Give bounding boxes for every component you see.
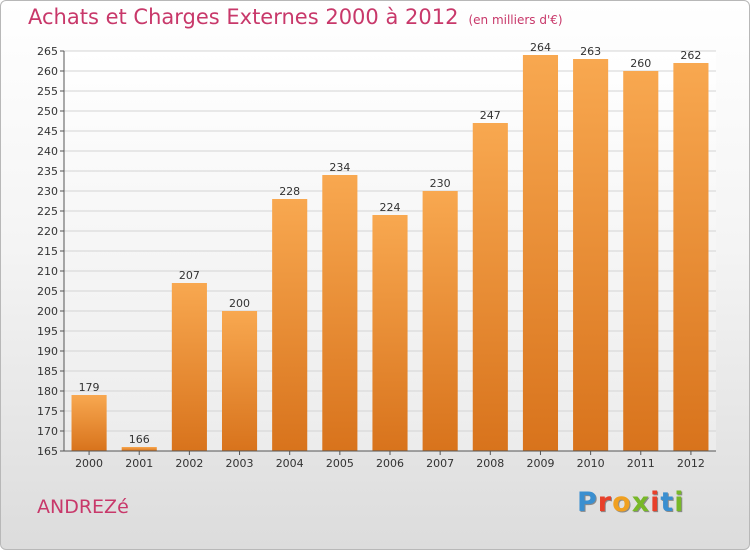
x-tick-label-2008: 2008 [476,457,504,470]
y-tick-label: 260 [37,65,58,78]
x-tick-label-2010: 2010 [577,457,605,470]
chart-title: Achats et Charges Externes 2000 à 2012 (e… [28,5,563,29]
y-tick-label: 185 [37,365,58,378]
data-label-2010: 263 [580,45,601,58]
y-tick-label: 265 [37,45,58,58]
y-tick-label: 205 [37,285,58,298]
bar-2002 [171,283,207,451]
bar-2012 [673,63,709,451]
x-tick-label-2011: 2011 [627,457,655,470]
data-labels: 179 166 207 200 228 234 224 230 247 264 263 260 262 [79,41,702,446]
x-tick-label-2007: 2007 [426,457,454,470]
bars [71,55,709,451]
x-tick-label-2012: 2012 [677,457,705,470]
chart-title-text: Achats et Charges Externes 2000 à 2012 [28,5,459,29]
y-tick-label: 165 [37,445,58,458]
x-axis-ticks: 2000 2001 2002 2003 2004 2005 2006 2007 2008 2009… [75,451,705,470]
x-tick-label-2000: 2000 [75,457,103,470]
y-tick-label: 215 [37,245,58,258]
y-tick-label: 235 [37,165,58,178]
y-tick-label: 255 [37,85,58,98]
x-tick-label-2002: 2002 [175,457,203,470]
data-label-2004: 228 [279,185,300,198]
y-tick-label: 230 [37,185,58,198]
place-name: ANDREZé [37,496,129,518]
data-label-2008: 247 [480,109,501,122]
data-label-2000: 179 [79,381,100,394]
logo-letter: P [577,487,598,518]
logo-letter: t [660,487,675,518]
y-tick-label: 180 [37,385,58,398]
y-tick-label: 200 [37,305,58,318]
data-label-2001: 166 [129,433,150,446]
data-label-2002: 207 [179,269,200,282]
x-tick-label-2005: 2005 [326,457,354,470]
y-tick-label: 245 [37,125,58,138]
y-tick-label: 225 [37,205,58,218]
bar-2000 [71,395,107,451]
data-label-2003: 200 [229,297,250,310]
data-label-2005: 234 [329,161,350,174]
data-label-2012: 262 [680,49,701,62]
x-tick-label-2004: 2004 [276,457,304,470]
y-axis-ticks: 165 170 175 180 185 190 195 200 205 210 215 220 225 2… [37,45,64,458]
bar-2004 [272,199,308,451]
logo-letter: x [631,487,651,518]
data-label-2006: 224 [380,201,401,214]
bar-2006 [372,215,408,451]
x-tick-label-2009: 2009 [526,457,554,470]
data-label-2007: 230 [430,177,451,190]
x-tick-label-2006: 2006 [376,457,404,470]
bar-2007 [422,191,458,451]
logo-letter: i [650,487,661,518]
bar-2003 [221,311,258,451]
y-tick-label: 170 [37,425,58,438]
logo-letter: i [674,487,685,518]
bar-2011 [623,71,659,451]
bar-2001 [121,447,157,451]
y-tick-label: 175 [37,405,58,418]
bar-2008 [472,123,508,451]
data-label-2009: 264 [530,41,551,54]
y-tick-label: 220 [37,225,58,238]
y-tick-label: 190 [37,345,58,358]
bar-2005 [322,175,358,451]
y-tick-label: 240 [37,145,58,158]
logo-letter: o [612,487,632,518]
data-label-2011: 260 [630,57,651,70]
logo-letter: r [597,487,613,518]
proxiti-logo: Proxiti [577,487,685,518]
y-tick-label: 250 [37,105,58,118]
x-tick-label-2003: 2003 [226,457,254,470]
chart-subtitle: (en milliers d'€) [468,13,563,27]
y-tick-label: 210 [37,265,58,278]
y-tick-label: 195 [37,325,58,338]
bar-2010 [573,59,609,451]
x-tick-label-2001: 2001 [125,457,153,470]
bar-2009 [522,55,559,451]
